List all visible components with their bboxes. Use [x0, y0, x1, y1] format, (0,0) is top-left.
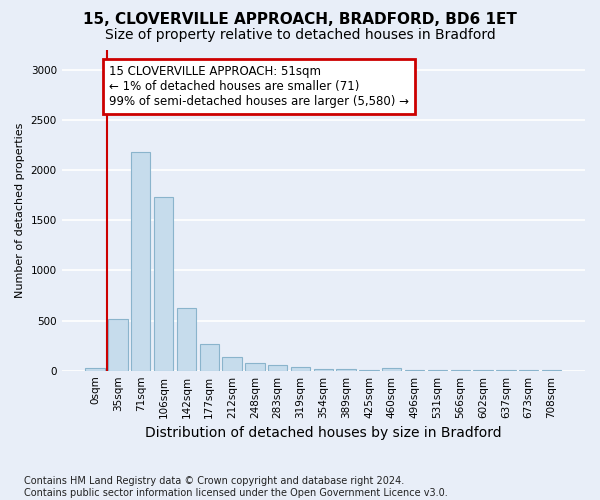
Bar — [177, 308, 196, 370]
Bar — [382, 368, 401, 370]
X-axis label: Distribution of detached houses by size in Bradford: Distribution of detached houses by size … — [145, 426, 502, 440]
Bar — [200, 344, 219, 370]
Bar — [268, 365, 287, 370]
Bar — [154, 198, 173, 370]
Text: 15, CLOVERVILLE APPROACH, BRADFORD, BD6 1ET: 15, CLOVERVILLE APPROACH, BRADFORD, BD6 … — [83, 12, 517, 28]
Y-axis label: Number of detached properties: Number of detached properties — [15, 122, 25, 298]
Text: Size of property relative to detached houses in Bradford: Size of property relative to detached ho… — [104, 28, 496, 42]
Bar — [291, 367, 310, 370]
Text: 15 CLOVERVILLE APPROACH: 51sqm
← 1% of detached houses are smaller (71)
99% of s: 15 CLOVERVILLE APPROACH: 51sqm ← 1% of d… — [109, 65, 409, 108]
Bar — [314, 368, 333, 370]
Bar — [131, 152, 151, 370]
Bar — [337, 369, 356, 370]
Bar — [108, 318, 128, 370]
Bar — [245, 362, 265, 370]
Bar — [85, 368, 105, 370]
Text: Contains HM Land Registry data © Crown copyright and database right 2024.
Contai: Contains HM Land Registry data © Crown c… — [24, 476, 448, 498]
Bar — [223, 356, 242, 370]
